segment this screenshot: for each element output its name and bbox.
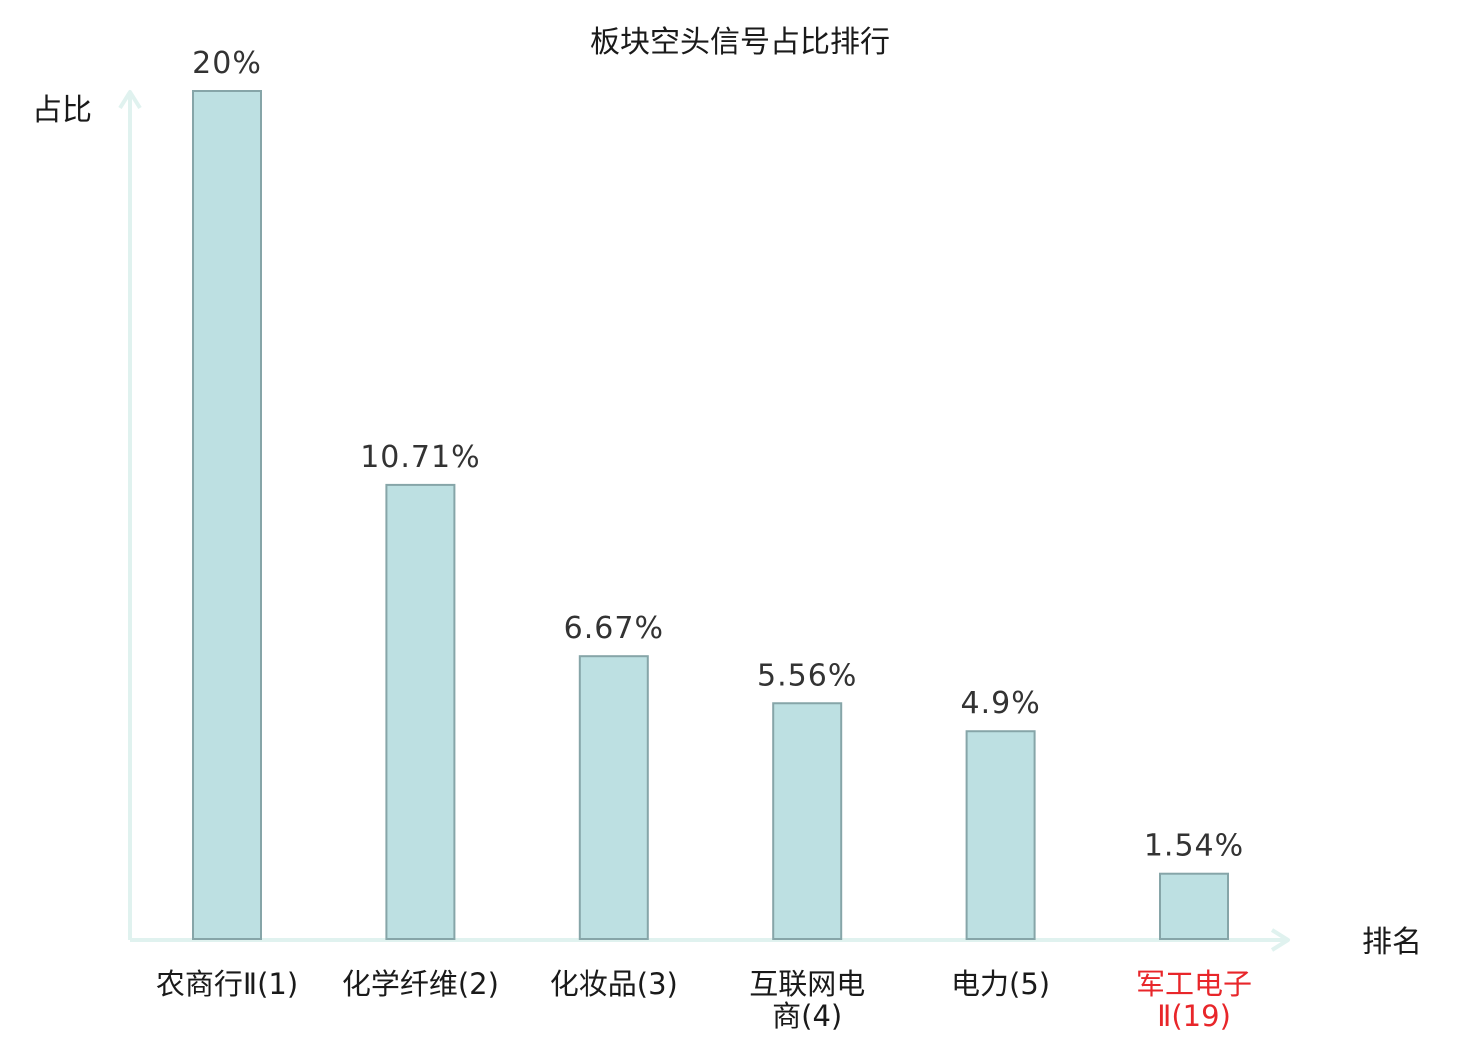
value-label-1: 20%	[192, 46, 262, 81]
category-label-1: 农商行Ⅱ(1)	[156, 967, 298, 1001]
chart-title: 板块空头信号占比排行	[590, 25, 890, 60]
bar-1	[192, 90, 262, 940]
category-label-4: 互联网电商(4)	[749, 967, 865, 1033]
bar-5	[965, 730, 1036, 940]
value-label-4: 5.56%	[757, 658, 857, 693]
category-label-2: 化学纤维(2)	[342, 967, 499, 1001]
category-label-3: 化妆品(3)	[550, 967, 678, 1001]
category-labels-group: 农商行Ⅱ(1) 化学纤维(2) 化妆品(3) 互联网电商(4) 电力(5) 军工电子 Ⅱ(1…	[156, 967, 1252, 1033]
category-label-5: 电力(5)	[951, 967, 1050, 1001]
y-axis-label: 占比	[32, 93, 92, 128]
x-axis-label: 排名	[1362, 925, 1422, 960]
bars-group	[192, 90, 1229, 941]
bar-6	[1159, 872, 1229, 940]
category-label-6: 军工电子 Ⅱ(19)	[1136, 967, 1252, 1033]
value-label-2: 10.71%	[360, 440, 480, 475]
value-label-6: 1.54%	[1144, 829, 1244, 864]
bar-3	[578, 655, 649, 941]
value-labels-group: 20% 10.71% 6.67% 5.56% 4.9% 1.54%	[192, 46, 1244, 864]
bar-4	[772, 702, 843, 940]
x-axis	[130, 928, 1290, 952]
value-label-3: 6.67%	[564, 611, 664, 646]
bar-2	[385, 483, 456, 940]
value-label-5: 4.9%	[960, 686, 1040, 721]
y-axis	[118, 90, 142, 940]
